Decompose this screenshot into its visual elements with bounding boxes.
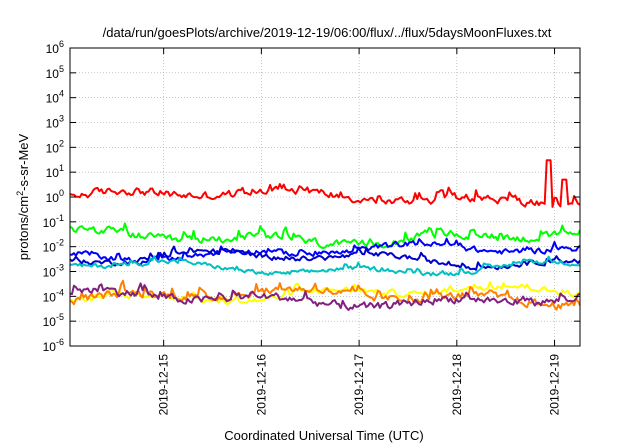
y-tick-exp: -1 [56, 213, 64, 223]
chart-title: /data/run/goesPlots/archive/2019-12-19/0… [103, 25, 552, 40]
y-tick-base: 10 [46, 166, 60, 180]
y-tick-base: 10 [43, 315, 57, 329]
y-tick-exp: 3 [59, 114, 64, 124]
y-tick-label: 10-5 [43, 312, 64, 329]
y-tick-exp: -6 [56, 337, 64, 347]
plot-frame [69, 47, 581, 347]
y-axis-label-rest: -s-sr-MeV [16, 133, 31, 190]
y-tick-exp: -2 [56, 238, 64, 248]
y-axis-ticks: 10-610-510-410-310-210-11001011021031041… [43, 39, 580, 354]
y-tick-label: 105 [46, 64, 64, 81]
y-tick-label: 106 [46, 39, 64, 56]
x-axis-ticks: 2019-12-15 2019-12-16 2019-12-17 2019-12-18… [157, 48, 562, 415]
y-tick-exp: 1 [59, 163, 64, 173]
y-tick-base: 10 [43, 266, 57, 280]
y-tick-base: 10 [46, 92, 60, 106]
y-tick-exp: -3 [56, 263, 64, 273]
series-line-1 [69, 159, 581, 208]
y-tick-base: 10 [43, 290, 57, 304]
y-tick-base: 10 [46, 191, 60, 205]
y-axis-label: protons/cm2-s-sr-MeV [15, 133, 31, 260]
y-tick-base: 10 [43, 241, 57, 255]
y-tick-exp: 2 [59, 138, 64, 148]
series-line-7 [69, 279, 581, 311]
y-tick-exp: -4 [56, 287, 64, 297]
y-tick-base: 10 [46, 141, 60, 155]
y-tick-base: 10 [43, 216, 57, 230]
y-tick-exp: 6 [59, 39, 64, 49]
y-tick-exp: 4 [59, 89, 64, 99]
y-tick-exp: 0 [59, 188, 64, 198]
y-tick-label: 104 [46, 89, 64, 106]
x-tick-label: 2019-12-18 [450, 354, 464, 416]
y-axis-label-sup: 2 [15, 191, 25, 196]
x-tick-label: 2019-12-17 [352, 354, 366, 416]
y-tick-label: 10-6 [43, 337, 64, 354]
x-tick-label: 2019-12-19 [548, 354, 562, 416]
series-line-5 [69, 255, 581, 277]
y-tick-exp: -5 [56, 312, 64, 322]
y-tick-base: 10 [46, 42, 60, 56]
y-tick-label: 10-4 [43, 287, 64, 304]
x-tick-label: 2019-12-15 [157, 354, 171, 416]
series-line-8 [69, 282, 581, 311]
x-tick-label: 2019-12-16 [254, 354, 268, 416]
x-axis-label: Coordinated Universal Time (UTC) [224, 428, 423, 443]
y-tick-label: 103 [46, 114, 64, 131]
y-tick-base: 10 [46, 117, 60, 131]
y-tick-label: 10-3 [43, 263, 64, 280]
y-tick-label: 10-2 [43, 238, 64, 255]
y-tick-label: 101 [46, 163, 64, 180]
y-axis-label-base: protons/cm [16, 196, 31, 260]
y-tick-exp: 5 [59, 64, 64, 74]
y-tick-base: 10 [46, 67, 60, 81]
series-group [69, 159, 581, 311]
y-tick-label: 10-1 [43, 213, 64, 230]
y-tick-label: 100 [46, 188, 64, 205]
series-line-2 [69, 222, 581, 249]
y-tick-label: 102 [46, 138, 64, 155]
y-tick-base: 10 [43, 340, 57, 354]
